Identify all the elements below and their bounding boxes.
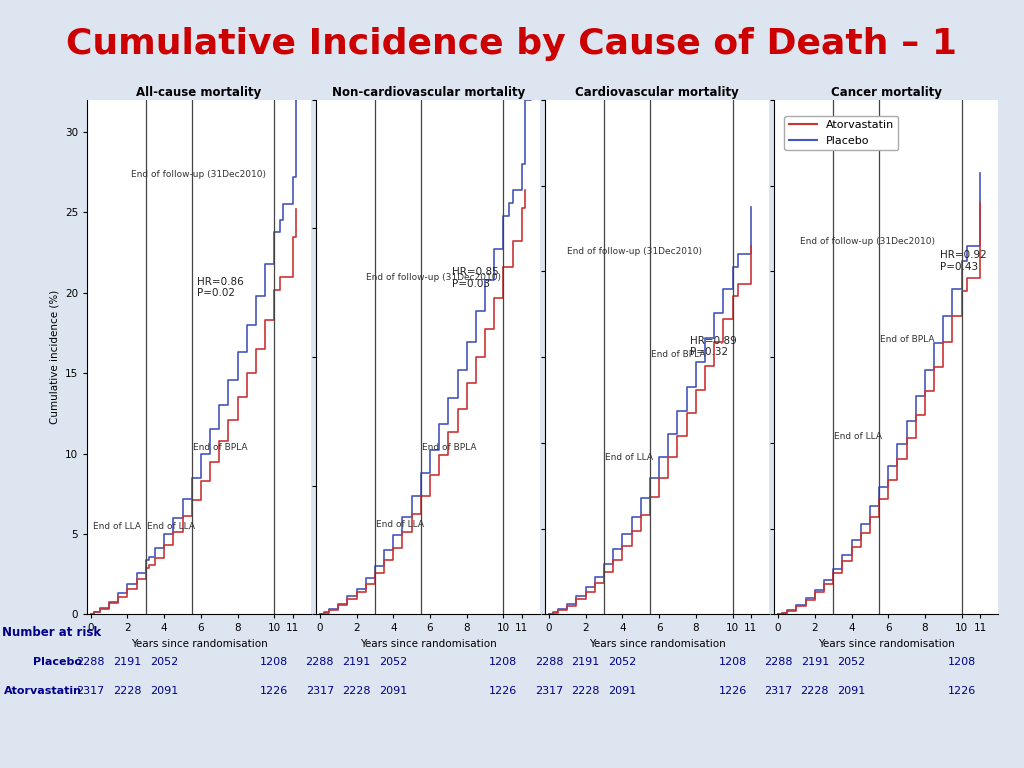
Text: 1226: 1226 — [489, 686, 517, 696]
Text: 2091: 2091 — [608, 686, 637, 696]
Text: 2288: 2288 — [77, 657, 105, 667]
Text: 2091: 2091 — [379, 686, 408, 696]
Text: 1208: 1208 — [947, 657, 976, 667]
Text: 1208: 1208 — [260, 657, 289, 667]
Title: Non-cardiovascular mortality: Non-cardiovascular mortality — [332, 86, 524, 98]
Text: 2317: 2317 — [306, 686, 334, 696]
Text: End of LLA: End of LLA — [605, 453, 653, 462]
Text: 2052: 2052 — [151, 657, 178, 667]
X-axis label: Years since randomisation: Years since randomisation — [131, 639, 267, 649]
Y-axis label: Cumulative incidence (%): Cumulative incidence (%) — [49, 290, 59, 424]
Text: HR=0.92
P=0.43: HR=0.92 P=0.43 — [940, 250, 986, 272]
Text: End of follow-up (31Dec2010): End of follow-up (31Dec2010) — [567, 247, 702, 257]
Title: All-cause mortality: All-cause mortality — [136, 86, 262, 98]
Text: Placebo: Placebo — [33, 657, 82, 667]
Text: 2191: 2191 — [571, 657, 600, 667]
X-axis label: Years since randomisation: Years since randomisation — [359, 639, 497, 649]
Text: 2317: 2317 — [77, 686, 104, 696]
Text: End of BPLA: End of BPLA — [880, 335, 935, 344]
Text: 2228: 2228 — [571, 686, 600, 696]
X-axis label: Years since randomisation: Years since randomisation — [589, 639, 726, 649]
Text: HR=0.89
P=0.32: HR=0.89 P=0.32 — [690, 336, 737, 357]
Title: Cardiovascular mortality: Cardiovascular mortality — [575, 86, 739, 98]
Text: 2091: 2091 — [151, 686, 178, 696]
Text: 2288: 2288 — [764, 657, 793, 667]
Text: End of follow-up (31Dec2010): End of follow-up (31Dec2010) — [366, 273, 501, 282]
Text: HR=0.86
P=0.02: HR=0.86 P=0.02 — [198, 276, 244, 298]
Text: 2228: 2228 — [114, 686, 141, 696]
Text: End of BPLA: End of BPLA — [422, 442, 476, 452]
Text: 2052: 2052 — [379, 657, 408, 667]
Text: 2288: 2288 — [305, 657, 334, 667]
Text: 2052: 2052 — [608, 657, 637, 667]
Text: 1226: 1226 — [947, 686, 976, 696]
Text: 1208: 1208 — [489, 657, 517, 667]
Text: 1208: 1208 — [719, 657, 746, 667]
Text: End of LLA: End of LLA — [146, 522, 195, 531]
Text: 2191: 2191 — [342, 657, 371, 667]
Text: Number at risk: Number at risk — [2, 626, 101, 639]
Legend: Atorvastatin, Placebo: Atorvastatin, Placebo — [784, 116, 898, 150]
Text: Atorvastatin: Atorvastatin — [4, 686, 82, 696]
Text: Cumulative Incidence by Cause of Death – 1: Cumulative Incidence by Cause of Death –… — [67, 27, 957, 61]
X-axis label: Years since randomisation: Years since randomisation — [818, 639, 954, 649]
Text: End of LLA: End of LLA — [92, 522, 140, 531]
Text: 2228: 2228 — [342, 686, 371, 696]
Title: Cancer mortality: Cancer mortality — [830, 86, 942, 98]
Text: HR=0.85
P=0.03: HR=0.85 P=0.03 — [452, 267, 499, 289]
Text: 2288: 2288 — [535, 657, 563, 667]
Text: 1226: 1226 — [719, 686, 746, 696]
Text: End of BPLA: End of BPLA — [193, 442, 247, 452]
Text: End of LLA: End of LLA — [835, 432, 882, 442]
Text: 2317: 2317 — [535, 686, 563, 696]
Text: 2052: 2052 — [838, 657, 865, 667]
Text: 2191: 2191 — [114, 657, 141, 667]
Text: End of BPLA: End of BPLA — [651, 350, 706, 359]
Text: 2228: 2228 — [801, 686, 829, 696]
Text: 1226: 1226 — [260, 686, 289, 696]
Text: 2091: 2091 — [838, 686, 865, 696]
Text: End of follow-up (31Dec2010): End of follow-up (31Dec2010) — [800, 237, 935, 246]
Text: End of follow-up (31Dec2010): End of follow-up (31Dec2010) — [131, 170, 266, 179]
Text: End of LLA: End of LLA — [376, 520, 424, 529]
Text: 2191: 2191 — [801, 657, 828, 667]
Text: 2317: 2317 — [764, 686, 793, 696]
